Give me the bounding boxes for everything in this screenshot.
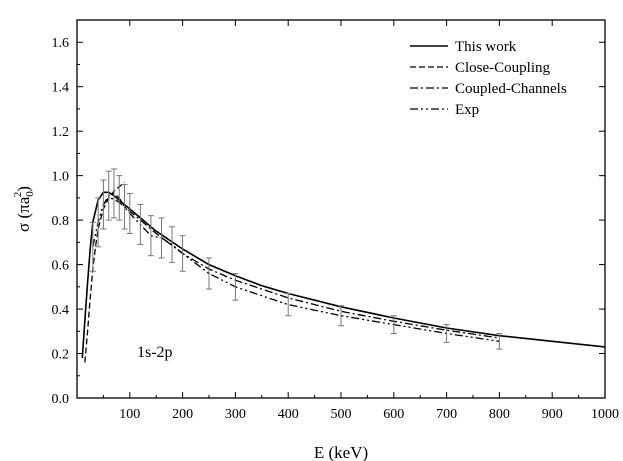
- error-bar: [496, 333, 503, 350]
- y-tick-label: 0.6: [52, 259, 70, 274]
- y-tick-label: 1.6: [52, 36, 70, 51]
- x-tick-label: 800: [489, 407, 510, 422]
- error-bar: [443, 324, 450, 343]
- legend-label: Coupled-Channels: [455, 81, 567, 97]
- x-tick-label: 200: [172, 407, 193, 422]
- y-tick-label: 1.0: [52, 170, 70, 185]
- series-exp-line: [92, 192, 500, 342]
- y-axis-title-main: σ (πa: [14, 196, 33, 232]
- x-tick-label: 100: [119, 407, 140, 422]
- error-bar: [338, 305, 344, 327]
- error-bar: [158, 217, 165, 259]
- error-bar: [137, 204, 144, 246]
- y-axis-title: σ (πa02): [12, 186, 36, 232]
- error-bar: [100, 179, 107, 230]
- error-bar: [126, 192, 133, 234]
- x-axis-title: E (keV): [314, 443, 368, 461]
- legend-label: This work: [455, 39, 517, 55]
- annotation-label: 1s-2p: [137, 344, 173, 361]
- error-bar: [169, 226, 176, 263]
- series-coupled-channels-line: [102, 197, 500, 339]
- y-tick-label: 1.4: [52, 81, 70, 96]
- y-axis-title-sub: 0: [24, 191, 36, 197]
- y-tick-label: 0.0: [52, 392, 70, 407]
- legend-label: Close-Coupling: [455, 60, 551, 76]
- y-axis-title-sup: 2: [12, 192, 24, 198]
- legend: This work Close-Coupling Coupled-Channels E…: [410, 39, 567, 118]
- x-tick-label: 600: [383, 407, 404, 422]
- error-bar: [147, 215, 154, 257]
- error-bar: [121, 184, 128, 230]
- error-bar: [110, 168, 117, 219]
- error-bar: [95, 197, 102, 248]
- error-bar: [89, 221, 96, 272]
- legend-item: Coupled-Channels: [410, 81, 567, 97]
- y-axis-title-close: ): [14, 186, 33, 192]
- legend-item: This work: [410, 39, 517, 55]
- error-bar: [232, 272, 239, 301]
- series-layer: [81, 181, 605, 363]
- error-bar: [285, 292, 292, 317]
- x-tick-label: 700: [436, 407, 457, 422]
- y-tick-label: 0.4: [52, 303, 70, 318]
- series-close-coupling-line: [84, 181, 125, 363]
- error-bar: [116, 175, 123, 221]
- legend-label: Exp: [455, 102, 479, 118]
- x-tick-label: 500: [331, 407, 352, 422]
- error-bar: [105, 170, 112, 221]
- series-this-work-line: [81, 191, 605, 359]
- error-bar: [206, 257, 212, 290]
- axis-ticks: [77, 19, 606, 399]
- x-tick-label: 400: [278, 407, 299, 422]
- y-tick-label: 0.2: [52, 348, 70, 363]
- error-bar: [179, 235, 186, 272]
- plot-frame: [76, 19, 606, 399]
- y-tick-label: 0.8: [52, 214, 70, 229]
- error-bars: [89, 168, 503, 350]
- x-tick-label: 1000: [591, 407, 619, 422]
- x-tick-label: 900: [542, 407, 563, 422]
- legend-item: Close-Coupling: [410, 60, 551, 76]
- x-tick-labels: 100 200 300 400 500 600 700 800 900 1000: [119, 407, 619, 422]
- legend-item: Exp: [410, 102, 479, 118]
- x-tick-label: 300: [225, 407, 246, 422]
- y-tick-label: 1.2: [52, 125, 70, 140]
- svg-text:σ (πa02): σ (πa02): [12, 186, 36, 232]
- y-tick-labels: 0.0 0.2 0.4 0.6 0.8 1.0 1.2 1.4 1.6: [52, 36, 70, 407]
- error-bar: [390, 315, 397, 335]
